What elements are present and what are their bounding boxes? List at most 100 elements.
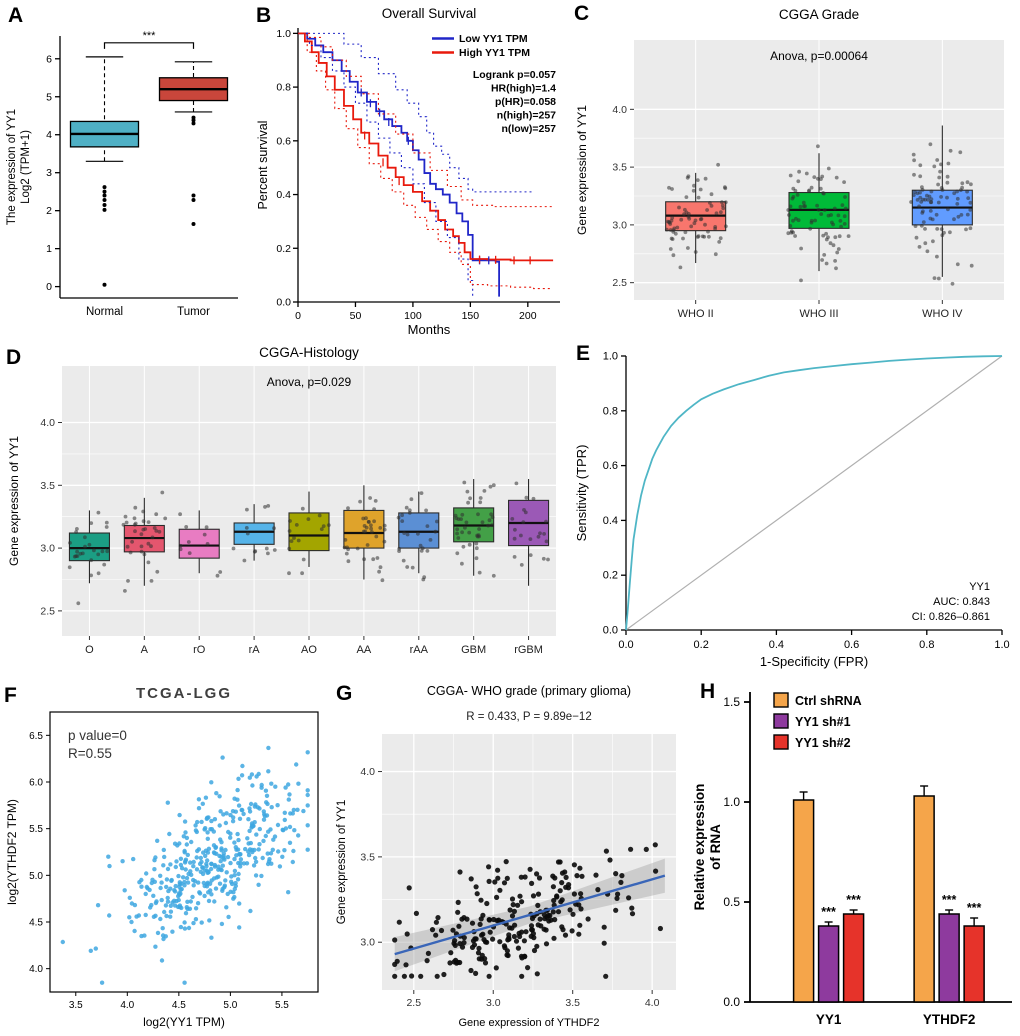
- svg-text:TCGA-LGG: TCGA-LGG: [136, 685, 232, 702]
- svg-text:0.2: 0.2: [603, 570, 618, 582]
- svg-text:50: 50: [350, 310, 362, 322]
- panel-label-h: H: [700, 680, 716, 703]
- panel-label-a: A: [8, 4, 24, 27]
- svg-text:Ctrl shRNA: Ctrl shRNA: [795, 694, 862, 708]
- svg-text:150: 150: [462, 310, 480, 322]
- svg-text:4.5: 4.5: [29, 918, 43, 929]
- svg-text:3.5: 3.5: [69, 1000, 83, 1011]
- svg-text:5.5: 5.5: [275, 1000, 289, 1011]
- svg-text:2.5: 2.5: [40, 605, 55, 617]
- svg-text:1.0: 1.0: [723, 795, 740, 809]
- svg-text:3: 3: [46, 167, 52, 179]
- svg-text:n(high)=257: n(high)=257: [497, 110, 556, 122]
- svg-text:Low YY1 TPM: Low YY1 TPM: [459, 33, 528, 45]
- relative-expression-barchart: 0.0 0.5 1.0 1.5 Relative expression of RNA ***…: [692, 692, 1012, 1027]
- svg-text:1.5: 1.5: [723, 695, 740, 709]
- svg-text:4.0: 4.0: [360, 766, 375, 778]
- svg-text:CGGA Grade: CGGA Grade: [779, 7, 859, 22]
- svg-text:0.8: 0.8: [919, 639, 934, 651]
- panel-g-cgga-scatter: G CGGA- WHO grade (primary glioma) R = 0.…: [330, 678, 688, 1034]
- svg-text:Relative expression: Relative expression: [692, 784, 707, 911]
- svg-text:6: 6: [46, 53, 52, 65]
- tcga-lgg-correlation-scatter: TCGA-LGG 3.5 4.0 4.5 5.0 5.5 4.0 4.5 5.0 5.5 6.0 6.…: [5, 685, 319, 1029]
- svg-text:0.6: 0.6: [276, 135, 291, 147]
- svg-text:YY1: YY1: [969, 581, 990, 593]
- svg-text:HR(high)=1.4: HR(high)=1.4: [491, 83, 556, 95]
- svg-text:log2(YY1 TPM): log2(YY1 TPM): [143, 1015, 225, 1029]
- svg-text:3.0: 3.0: [486, 997, 501, 1009]
- panel-h-knockdown-barchart: H 0.0 0.5 1.0 1.5 Relative expression of RNA *…: [688, 678, 1020, 1034]
- svg-text:1.0: 1.0: [276, 28, 291, 40]
- svg-text:High YY1 TPM: High YY1 TPM: [459, 47, 530, 59]
- svg-text:1: 1: [46, 243, 52, 255]
- svg-text:0.0: 0.0: [618, 639, 633, 651]
- svg-text:WHO II: WHO II: [678, 308, 714, 320]
- panel-c-cgga-grade-boxplot: C CGGA Grade Anova, p=0.00064 2.5 3.0 3.5 4.0…: [570, 2, 1018, 340]
- svg-text:0.4: 0.4: [769, 639, 784, 651]
- svg-text:5.5: 5.5: [29, 824, 43, 835]
- svg-text:WHO IV: WHO IV: [922, 308, 963, 320]
- svg-text:Logrank p=0.057: Logrank p=0.057: [473, 69, 556, 81]
- svg-text:Normal: Normal: [86, 306, 123, 318]
- cgga-correlation-scatter: CGGA- WHO grade (primary glioma) R = 0.43…: [336, 684, 676, 1029]
- svg-text:4.0: 4.0: [40, 417, 55, 429]
- svg-text:O: O: [85, 644, 94, 656]
- panel-e-roc-curve: E 0.0 0.2 0.4 0.6 0.8 1.0 0.0 0.2 0.4 0.6 0.8 1.0 YY…: [570, 340, 1018, 676]
- panel-label-e: E: [576, 342, 591, 365]
- svg-text:0.6: 0.6: [844, 639, 859, 651]
- svg-text:***: ***: [967, 901, 982, 915]
- svg-text:4.0: 4.0: [29, 964, 43, 975]
- svg-text:***: ***: [942, 893, 957, 907]
- svg-text:6.0: 6.0: [29, 778, 43, 789]
- svg-text:***: ***: [143, 30, 157, 42]
- svg-text:2: 2: [46, 205, 52, 217]
- svg-text:3.5: 3.5: [612, 162, 627, 174]
- svg-text:0.8: 0.8: [603, 405, 618, 417]
- svg-text:3.5: 3.5: [565, 997, 580, 1009]
- svg-text:YY1 sh#2: YY1 sh#2: [795, 736, 851, 750]
- svg-text:3.0: 3.0: [612, 219, 627, 231]
- svg-text:AUC: 0.843: AUC: 0.843: [933, 596, 990, 608]
- svg-text:0.6: 0.6: [603, 460, 618, 472]
- panel-label-f: F: [4, 684, 17, 707]
- svg-text:3.5: 3.5: [360, 851, 375, 863]
- svg-text:Percent survival: Percent survival: [256, 121, 270, 210]
- yy1-roc-curve: 0.0 0.2 0.4 0.6 0.8 1.0 0.0 0.2 0.4 0.6 0.8 1.0 YY1 A…: [574, 351, 1010, 670]
- cgga-histology-boxplot: CGGA-Histology Anova, p=0.029 2.5 3.0 3.5 4.0…: [7, 345, 556, 656]
- svg-text:1.0: 1.0: [603, 351, 618, 363]
- svg-text:rAA: rAA: [410, 644, 429, 656]
- svg-text:0.4: 0.4: [276, 189, 291, 201]
- svg-text:2.5: 2.5: [612, 277, 627, 289]
- svg-text:4.0: 4.0: [120, 1000, 134, 1011]
- panel-f-tcga-scatter: F TCGA-LGG 3.5 4.0 4.5 5.0 5.5 4.0 4.5 5.0 5.5 6.0…: [2, 678, 330, 1034]
- svg-text:0: 0: [46, 281, 52, 293]
- overall-survival-km-plot: Overall Survival 0 50 100 150 200 0.0 0.2 0.4 0.6…: [256, 6, 560, 337]
- panel-label-g: G: [336, 682, 353, 705]
- cgga-grade-boxplot: CGGA Grade Anova, p=0.00064 2.5 3.0 3.5 4.0 Ge…: [575, 7, 1004, 320]
- svg-text:3.5: 3.5: [40, 480, 55, 492]
- svg-text:2.5: 2.5: [406, 997, 421, 1009]
- svg-text:rO: rO: [193, 644, 206, 656]
- svg-text:rGBM: rGBM: [514, 644, 543, 656]
- svg-text:0.2: 0.2: [694, 639, 709, 651]
- svg-text:5: 5: [46, 91, 52, 103]
- svg-text:CGGA-Histology: CGGA-Histology: [259, 345, 359, 360]
- svg-text:Months: Months: [408, 322, 451, 337]
- svg-text:log2(YTHDF2 TPM): log2(YTHDF2 TPM): [5, 799, 19, 905]
- svg-text:0.8: 0.8: [276, 82, 291, 94]
- svg-text:Gene expression of YY1: Gene expression of YY1: [575, 105, 589, 235]
- svg-text:5.0: 5.0: [29, 871, 43, 882]
- panel-a-expression-boxplot: A 0 1 2 3 4 5 6 The expression of YY1 Log2 (TPM+…: [2, 2, 254, 340]
- svg-text:1.0: 1.0: [994, 639, 1009, 651]
- svg-text:0.2: 0.2: [276, 243, 291, 255]
- svg-text:CGGA- WHO grade (primary gliom: CGGA- WHO grade (primary glioma): [427, 684, 631, 698]
- svg-text:6.5: 6.5: [29, 731, 43, 742]
- svg-text:***: ***: [846, 893, 861, 907]
- panel-d-cgga-histology-boxplot: D CGGA-Histology Anova, p=0.029 2.5 3.0 3.5 4…: [2, 340, 568, 676]
- svg-text:Gene expression of YY1: Gene expression of YY1: [7, 436, 21, 566]
- svg-text:R=0.55: R=0.55: [68, 746, 112, 761]
- svg-text:p(HR)=0.058: p(HR)=0.058: [495, 96, 556, 108]
- svg-text:YY1 sh#1: YY1 sh#1: [795, 715, 851, 729]
- svg-text:5.0: 5.0: [223, 1000, 237, 1011]
- svg-text:A: A: [141, 644, 149, 656]
